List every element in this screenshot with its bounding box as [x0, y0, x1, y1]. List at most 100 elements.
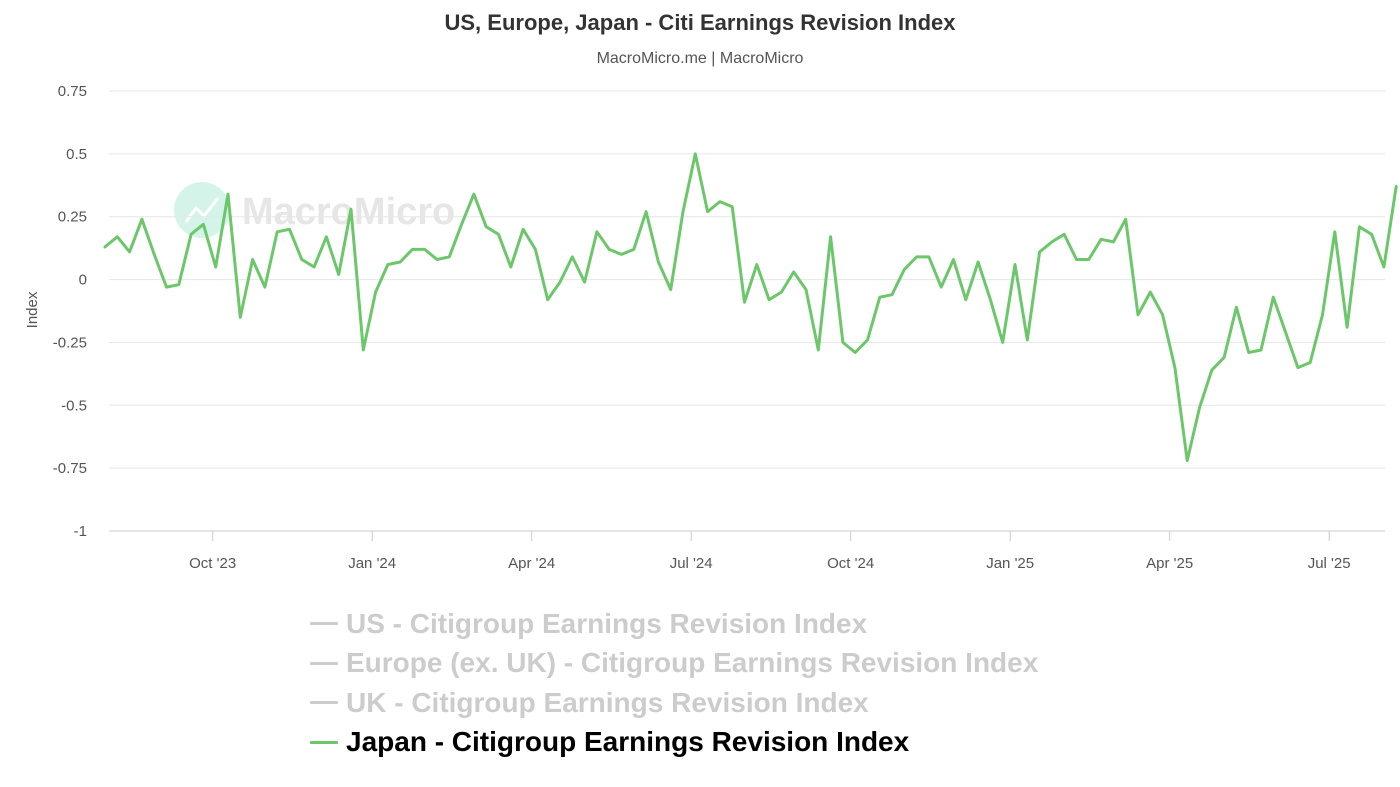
data-point[interactable] — [557, 279, 563, 285]
data-point[interactable] — [1233, 304, 1239, 310]
data-point[interactable] — [127, 249, 133, 255]
data-point[interactable] — [1307, 360, 1313, 366]
data-point[interactable] — [692, 151, 698, 157]
data-point[interactable] — [1172, 365, 1178, 371]
data-point[interactable] — [102, 244, 108, 250]
data-point[interactable] — [754, 262, 760, 268]
data-point[interactable] — [717, 199, 723, 205]
data-point[interactable] — [545, 297, 551, 303]
data-point[interactable] — [532, 246, 538, 252]
data-point[interactable] — [938, 284, 944, 290]
data-point[interactable] — [1356, 224, 1362, 230]
data-point[interactable] — [963, 297, 969, 303]
data-point[interactable] — [840, 339, 846, 345]
data-point[interactable] — [213, 264, 219, 270]
data-point[interactable] — [323, 234, 329, 240]
data-point[interactable] — [951, 257, 957, 263]
data-point[interactable] — [926, 254, 932, 260]
data-point[interactable] — [1037, 249, 1043, 255]
data-point[interactable] — [459, 221, 465, 227]
data-point[interactable] — [1024, 337, 1030, 343]
data-point[interactable] — [360, 347, 366, 353]
data-point[interactable] — [237, 314, 243, 320]
data-point[interactable] — [1369, 231, 1375, 237]
data-point[interactable] — [655, 259, 661, 265]
data-point[interactable] — [791, 269, 797, 275]
data-point[interactable] — [508, 264, 514, 270]
data-point[interactable] — [1209, 367, 1215, 373]
data-point[interactable] — [569, 254, 575, 260]
data-point[interactable] — [729, 204, 735, 210]
data-point[interactable] — [385, 262, 391, 268]
data-point[interactable] — [1160, 312, 1166, 318]
data-point[interactable] — [631, 246, 637, 252]
data-point[interactable] — [299, 257, 305, 263]
data-point[interactable] — [1393, 184, 1399, 190]
data-point[interactable] — [1381, 264, 1387, 270]
data-point[interactable] — [742, 299, 748, 305]
data-point[interactable] — [434, 257, 440, 263]
data-point[interactable] — [914, 254, 920, 260]
data-point[interactable] — [1332, 229, 1338, 235]
data-point[interactable] — [225, 191, 231, 197]
data-point[interactable] — [606, 246, 612, 252]
data-point[interactable] — [446, 254, 452, 260]
data-point[interactable] — [176, 282, 182, 288]
data-point[interactable] — [889, 292, 895, 298]
data-point[interactable] — [348, 206, 354, 212]
legend-item-uk[interactable]: UK - Citigroup Earnings Revision Index — [310, 683, 1038, 723]
legend-item-us[interactable]: US - Citigroup Earnings Revision Index — [310, 604, 1038, 644]
data-point[interactable] — [705, 209, 711, 215]
data-point[interactable] — [250, 257, 256, 263]
legend-item-japan[interactable]: Japan - Citigroup Earnings Revision Inde… — [310, 723, 1038, 763]
data-point[interactable] — [1123, 216, 1129, 222]
data-point[interactable] — [114, 234, 120, 240]
data-point[interactable] — [619, 251, 625, 257]
data-point[interactable] — [397, 259, 403, 265]
data-point[interactable] — [1098, 236, 1104, 242]
data-point[interactable] — [877, 294, 883, 300]
data-point[interactable] — [1147, 289, 1153, 295]
data-point[interactable] — [496, 231, 502, 237]
data-point[interactable] — [422, 246, 428, 252]
data-point[interactable] — [262, 284, 268, 290]
data-point[interactable] — [287, 226, 293, 232]
data-point[interactable] — [901, 267, 907, 273]
data-point[interactable] — [1344, 324, 1350, 330]
data-point[interactable] — [852, 350, 858, 356]
data-point[interactable] — [815, 347, 821, 353]
data-point[interactable] — [1000, 339, 1006, 345]
data-point[interactable] — [409, 246, 415, 252]
data-point[interactable] — [1246, 350, 1252, 356]
data-point[interactable] — [987, 297, 993, 303]
data-point[interactable] — [778, 289, 784, 295]
data-point[interactable] — [1074, 257, 1080, 263]
data-point[interactable] — [803, 287, 809, 293]
data-point[interactable] — [1270, 294, 1276, 300]
data-point[interactable] — [471, 191, 477, 197]
data-point[interactable] — [520, 226, 526, 232]
data-point[interactable] — [483, 224, 489, 230]
data-point[interactable] — [1110, 239, 1116, 245]
data-point[interactable] — [1012, 262, 1018, 268]
data-point[interactable] — [139, 216, 145, 222]
data-point[interactable] — [1197, 405, 1203, 411]
data-point[interactable] — [1283, 329, 1289, 335]
legend-item-europe[interactable]: Europe (ex. UK) - Citigroup Earnings Rev… — [310, 644, 1038, 684]
data-point[interactable] — [865, 337, 871, 343]
data-point[interactable] — [200, 221, 206, 227]
data-point[interactable] — [164, 284, 170, 290]
data-point[interactable] — [1295, 365, 1301, 371]
data-point[interactable] — [1086, 257, 1092, 263]
data-point[interactable] — [188, 231, 194, 237]
data-point[interactable] — [975, 259, 981, 265]
data-point[interactable] — [373, 289, 379, 295]
data-point[interactable] — [1061, 231, 1067, 237]
data-point[interactable] — [668, 287, 674, 293]
data-point[interactable] — [582, 279, 588, 285]
data-point[interactable] — [1258, 347, 1264, 353]
data-point[interactable] — [1184, 458, 1190, 464]
data-point[interactable] — [1320, 312, 1326, 318]
data-point[interactable] — [311, 264, 317, 270]
data-point[interactable] — [828, 234, 834, 240]
